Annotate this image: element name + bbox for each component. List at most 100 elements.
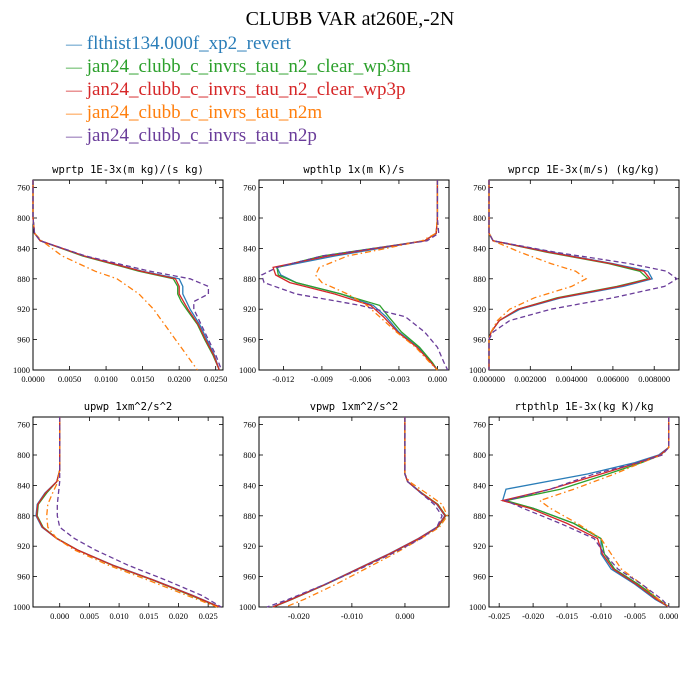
series-line <box>285 417 449 608</box>
x-tick-label: 0.010 <box>110 611 129 621</box>
x-tick-label: -0.020 <box>288 611 310 621</box>
x-tick-label: 0.000 <box>428 374 447 384</box>
series-line <box>36 417 220 608</box>
series-line <box>272 417 447 608</box>
x-tick-label: 0.005 <box>80 611 99 621</box>
legend-item: — jan24_clubb_c_invrs_tau_n2_clear_wp3p <box>66 78 411 101</box>
x-tick-label: -0.009 <box>311 374 333 384</box>
series-line <box>56 417 222 608</box>
y-tick-label: 800 <box>17 450 30 460</box>
series-line <box>272 180 439 371</box>
y-tick-label: 920 <box>473 304 486 314</box>
x-tick-label: 0.006000 <box>597 374 629 384</box>
y-tick-label: 960 <box>17 335 30 345</box>
x-tick-label: 0.002000 <box>514 374 546 384</box>
panel-title: wprtp 1E-3x(m kg)/(s kg) <box>52 164 204 176</box>
x-tick-label: -0.012 <box>272 374 294 384</box>
x-tick-label: 0.0150 <box>131 374 154 384</box>
y-tick-label: 800 <box>243 213 256 223</box>
legend-line-icon: — <box>66 105 82 122</box>
series-line <box>501 417 670 608</box>
y-tick-label: 1000 <box>239 365 256 375</box>
series-line <box>488 180 650 370</box>
y-tick-label: 960 <box>243 572 256 582</box>
y-tick-label: 880 <box>17 274 30 284</box>
series-line <box>273 417 447 608</box>
series-line <box>266 417 443 608</box>
y-tick-label: 960 <box>17 572 30 582</box>
y-tick-label: 1000 <box>13 602 30 612</box>
x-tick-label: 0.0100 <box>94 374 117 384</box>
series-line <box>488 180 679 370</box>
plot-frame <box>258 179 450 371</box>
legend-label: jan24_clubb_c_invrs_tau_n2p <box>86 125 317 146</box>
y-tick-label: 840 <box>473 243 486 253</box>
legend-line-icon: — <box>66 82 82 99</box>
legend-label: flthist134.000f_xp2_revert <box>86 33 291 54</box>
y-tick-label: 800 <box>473 213 486 223</box>
panel-title: wpthlp 1x(m K)/s <box>303 164 404 176</box>
y-tick-label: 760 <box>243 420 256 430</box>
series-line <box>500 417 670 608</box>
y-tick-label: 760 <box>473 183 486 193</box>
plot-frame <box>258 416 450 608</box>
series-line <box>505 417 670 608</box>
legend-item: — flthist134.000f_xp2_revert <box>66 32 411 55</box>
series-line <box>32 180 220 371</box>
x-tick-label: 0.000 <box>50 611 69 621</box>
legend-label: jan24_clubb_c_invrs_tau_n2_clear_wp3p <box>86 79 406 100</box>
x-tick-label: 0.025 <box>199 611 218 621</box>
panel-title: vpwp 1xm^2/s^2 <box>310 401 399 413</box>
series-line <box>32 180 223 371</box>
panel-title: wprcp 1E-3x(m/s) (kg/kg) <box>508 164 660 176</box>
legend-item: — jan24_clubb_c_invrs_tau_n2p <box>66 124 411 147</box>
y-tick-label: 920 <box>243 304 256 314</box>
y-tick-label: 880 <box>473 511 486 521</box>
legend-label: jan24_clubb_c_invrs_tau_n2_clear_wp3m <box>86 56 411 77</box>
series-line <box>276 180 439 371</box>
legend-item: — jan24_clubb_c_invrs_tau_n2m <box>66 101 411 124</box>
series-line <box>488 180 654 370</box>
y-tick-label: 840 <box>243 480 256 490</box>
y-tick-label: 920 <box>243 541 256 551</box>
y-tick-label: 840 <box>473 480 486 490</box>
x-tick-label: -0.015 <box>556 611 578 621</box>
y-tick-label: 1000 <box>13 365 30 375</box>
series-line <box>272 417 446 608</box>
x-tick-label: 0.000 <box>659 611 678 621</box>
y-tick-label: 840 <box>17 480 30 490</box>
y-tick-label: 840 <box>243 243 256 253</box>
y-tick-label: 840 <box>17 243 30 253</box>
y-tick-label: 880 <box>243 274 256 284</box>
x-tick-label: 0.008000 <box>638 374 670 384</box>
x-tick-label: 0.015 <box>139 611 158 621</box>
x-tick-label: -0.010 <box>590 611 612 621</box>
panel-title: upwp 1xm^2/s^2 <box>84 401 173 413</box>
plot-frame <box>488 416 680 608</box>
series-line <box>260 180 449 371</box>
x-tick-label: 0.0000 <box>21 374 44 384</box>
legend: — flthist134.000f_xp2_revert — jan24_clu… <box>66 32 411 147</box>
series-line <box>314 180 439 371</box>
y-tick-label: 920 <box>473 541 486 551</box>
series-line <box>504 417 670 608</box>
x-tick-label: 0.020 <box>169 611 188 621</box>
y-tick-label: 960 <box>473 572 486 582</box>
x-tick-label: -0.025 <box>488 611 510 621</box>
y-tick-label: 880 <box>243 511 256 521</box>
legend-label: jan24_clubb_c_invrs_tau_n2m <box>86 102 323 123</box>
y-tick-label: 1000 <box>469 602 486 612</box>
x-tick-label: -0.003 <box>388 374 410 384</box>
x-tick-label: 0.004000 <box>556 374 588 384</box>
series-line <box>32 180 220 371</box>
y-tick-label: 800 <box>17 213 30 223</box>
y-tick-label: 960 <box>473 335 486 345</box>
x-tick-label: 0.0050 <box>58 374 81 384</box>
y-tick-label: 760 <box>243 183 256 193</box>
y-tick-label: 800 <box>473 450 486 460</box>
series-line <box>35 417 220 608</box>
x-tick-label: -0.010 <box>341 611 363 621</box>
y-tick-label: 760 <box>17 183 30 193</box>
series-line <box>488 180 652 370</box>
